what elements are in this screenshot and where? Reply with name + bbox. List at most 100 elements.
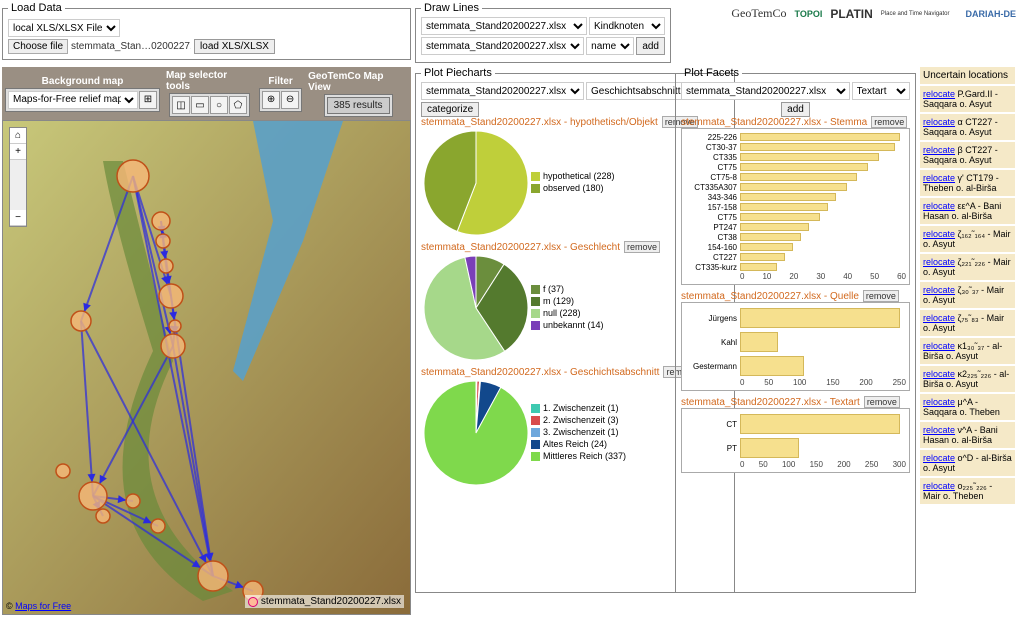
bar-label: Kahl — [685, 338, 740, 347]
bar-label: CT335 — [685, 153, 740, 162]
rect-select-icon[interactable]: ▭ — [191, 96, 209, 114]
relocate-link[interactable]: relocate — [923, 285, 955, 295]
bar-label: Jürgens — [685, 314, 740, 323]
bar-fill — [740, 163, 868, 171]
categorize-button[interactable]: categorize — [421, 102, 479, 117]
results-count: 385 results — [327, 97, 390, 114]
filter-include-icon[interactable]: ⊕ — [262, 91, 280, 109]
load-data-legend: Load Data — [8, 2, 65, 14]
drawlines-add-button[interactable]: add — [636, 37, 665, 55]
map-legend: stemmata_Stand20200227.xlsx — [245, 595, 404, 608]
bar-label: CT75-8 — [685, 173, 740, 182]
bar-fill — [740, 143, 895, 151]
uncertain-item: relocate ο₂₂₅˜₂₂₆ - Mair o. Theben — [920, 478, 1015, 504]
bar-label: CT335-kurz — [685, 263, 740, 272]
facets-col-select[interactable]: Textart — [852, 82, 911, 100]
bar-fill — [740, 223, 809, 231]
uncertain-item: relocate εε^A - Bani Hasan o. al-Birša — [920, 198, 1015, 224]
load-file-button[interactable]: load XLS/XLSX — [194, 39, 275, 54]
legend-dot-icon — [248, 597, 258, 607]
poly-select-icon[interactable]: ⬠ — [229, 96, 247, 114]
pie-legend: f (37)m (129)null (228)unbekannt (14) — [531, 284, 604, 332]
bar-label: Gestermann — [685, 362, 740, 371]
bar-label: CT227 — [685, 253, 740, 262]
bg-map-select[interactable]: Maps-for-Free relief map — [8, 91, 138, 109]
facet-remove-button[interactable]: remove — [863, 290, 899, 302]
source-select[interactable]: local XLS/XLSX File — [8, 19, 120, 37]
facets-file-select[interactable]: stemmata_Stand20200227.xlsx — [681, 82, 850, 100]
facet-remove-button[interactable]: remove — [864, 396, 900, 408]
bar-fill — [740, 438, 799, 458]
uncertain-item: relocate α CT227 - Saqqara o. Asyut — [920, 114, 1015, 140]
relocate-link[interactable]: relocate — [923, 173, 955, 183]
piecharts-legend: Plot Piecharts — [421, 67, 495, 79]
bar-label: CT30-37 — [685, 143, 740, 152]
relocate-link[interactable]: relocate — [923, 201, 955, 211]
zoom-slider[interactable] — [10, 160, 26, 210]
drawlines-file-select[interactable]: stemmata_Stand20200227.xlsx — [421, 17, 587, 35]
relocate-link[interactable]: relocate — [923, 229, 955, 239]
relocate-link[interactable]: relocate — [923, 313, 955, 323]
bar-label: CT75 — [685, 163, 740, 172]
uncertain-item: relocate P.Gard.II - Saqqara o. Asyut — [920, 86, 1015, 112]
bg-map-label: Background map — [42, 76, 124, 87]
credit-link[interactable]: Maps for Free — [15, 601, 71, 611]
pie-remove-button[interactable]: remove — [624, 241, 660, 253]
bar-label: 225-226 — [685, 133, 740, 142]
drawlines-file-select-2[interactable]: stemmata_Stand20200227.xlsx — [421, 37, 584, 55]
sel-tools-label: Map selector tools — [166, 70, 253, 92]
relocate-link[interactable]: relocate — [923, 341, 955, 351]
choose-file-button[interactable]: Choose file — [8, 39, 68, 54]
relocate-link[interactable]: relocate — [923, 425, 955, 435]
home-icon[interactable]: ⌂ — [10, 128, 26, 144]
bar-fill — [740, 332, 778, 352]
bar-label: 343-346 — [685, 193, 740, 202]
filter-label: Filter — [268, 76, 292, 87]
pie-file-select[interactable]: stemmata_Stand20200227.xlsx — [421, 82, 584, 100]
bar-fill — [740, 173, 857, 181]
relocate-link[interactable]: relocate — [923, 453, 955, 463]
drawlines-col2-select[interactable]: name — [586, 37, 634, 55]
partner-logos: GeoTemCo TOPOI PLATIN Place and Time Nav… — [673, 0, 1024, 27]
facets-add-button[interactable]: add — [781, 102, 810, 117]
uncertain-item: relocate ο^D - al-Birša o. Asyut — [920, 450, 1015, 476]
zoom-in-icon[interactable]: + — [10, 144, 26, 160]
facet-title: stemmata_Stand20200227.xlsx - Textartrem… — [681, 397, 910, 408]
uncertain-item: relocate ζ₇₅˜₈₃ - Mair o. Asyut — [920, 310, 1015, 336]
facets-panel: Plot Facets stemmata_Stand20200227.xlsx … — [675, 67, 916, 593]
bar-fill — [740, 183, 847, 191]
bar-label: PT — [685, 444, 740, 453]
legend-text: stemmata_Stand20200227.xlsx — [261, 596, 401, 607]
bar-label: CT335A307 — [685, 183, 740, 192]
relocate-link[interactable]: relocate — [923, 481, 955, 491]
uncertain-item: relocate κ2₂₂₅˜₂₂₆ - al-Birša o. Asyut — [920, 366, 1015, 392]
relocate-link[interactable]: relocate — [923, 369, 955, 379]
map-canvas[interactable]: ⌂ + − © Maps for Free stemmata_Stand2020… — [2, 120, 411, 615]
relocate-link[interactable]: relocate — [923, 117, 955, 127]
logo-platin-sub: Place and Time Navigator — [881, 11, 950, 17]
filter-exclude-icon[interactable]: ⊖ — [281, 91, 299, 109]
uncertain-item: relocate ν^A - Bani Hasan o. al-Birša — [920, 422, 1015, 448]
country-select-icon[interactable]: ◫ — [172, 96, 190, 114]
bar-fill — [740, 414, 900, 434]
logo-geotemco: GeoTemCo — [731, 6, 786, 21]
lock-icon[interactable]: ⊞ — [139, 91, 157, 109]
map-panel: Background map Maps-for-Free relief map⊞… — [2, 67, 411, 615]
relocate-link[interactable]: relocate — [923, 89, 955, 99]
drawlines-col1-select[interactable]: Kindknoten — [589, 17, 665, 35]
relocate-link[interactable]: relocate — [923, 145, 955, 155]
facet-remove-button[interactable]: remove — [871, 116, 907, 128]
zoom-control[interactable]: ⌂ + − — [9, 127, 27, 227]
draw-lines-legend: Draw Lines — [421, 2, 482, 14]
uncertain-item: relocate μ^A - Saqqara o. Theben — [920, 394, 1015, 420]
circle-select-icon[interactable]: ○ — [210, 96, 228, 114]
relocate-link[interactable]: relocate — [923, 257, 955, 267]
zoom-out-icon[interactable]: − — [10, 210, 26, 226]
bar-fill — [740, 203, 828, 211]
logo-dariah: DARIAH-DE — [966, 9, 1017, 19]
bar-fill — [740, 356, 804, 376]
map-toolbar: Background map Maps-for-Free relief map⊞… — [2, 67, 411, 120]
bar-fill — [740, 253, 785, 261]
relocate-link[interactable]: relocate — [923, 397, 955, 407]
facet-title: stemmata_Stand20200227.xlsx - Quelleremo… — [681, 291, 910, 302]
